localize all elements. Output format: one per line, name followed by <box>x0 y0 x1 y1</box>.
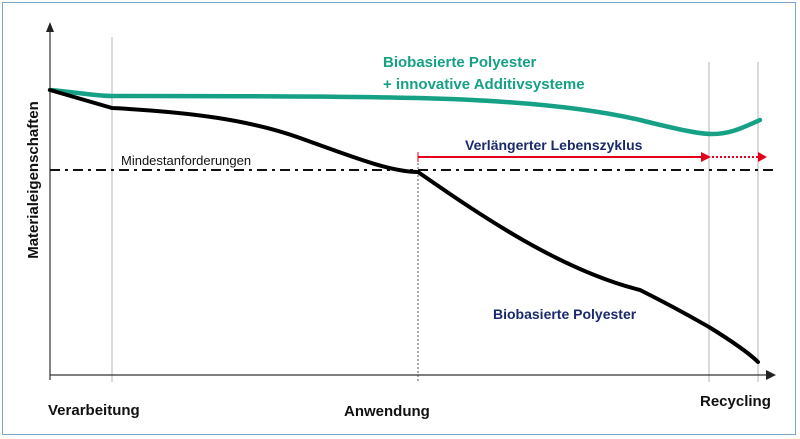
extended-lifecycle-arrowhead-end <box>758 152 767 162</box>
series-base-curve <box>50 90 711 325</box>
series-additive-label-1: Biobasierte Polyester <box>383 54 537 71</box>
extended-lifecycle-label: Verlängerter Lebenszyklus <box>465 137 643 153</box>
image-frame <box>2 2 796 435</box>
extended-lifecycle-arrowhead <box>701 152 711 162</box>
series-base-curve-line <box>48 88 760 364</box>
series-additive-label-2: + innovative Additivsysteme <box>383 76 585 93</box>
series-additive-curve <box>47 87 763 137</box>
threshold-label: Mindestanforderungen <box>121 153 251 168</box>
y-axis-label: Materialeigenschaften <box>25 101 42 259</box>
x-label-recycling: Recycling <box>700 393 771 410</box>
series-base-label: Biobasierte Polyester <box>493 306 637 322</box>
y-axis-arrow <box>46 22 54 32</box>
x-label-anwendung: Anwendung <box>344 403 430 420</box>
x-axis-arrow <box>766 370 776 380</box>
x-label-verarbeitung: Verarbeitung <box>48 402 140 419</box>
